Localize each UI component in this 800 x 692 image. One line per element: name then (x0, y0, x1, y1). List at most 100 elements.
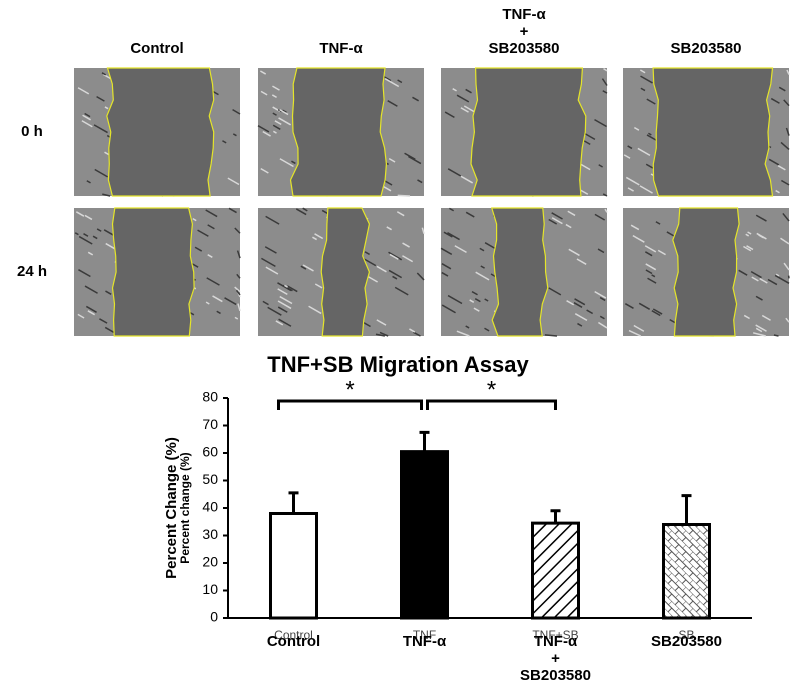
cell-streak (77, 87, 90, 95)
cell-streak (628, 329, 642, 337)
cell-streak (260, 167, 269, 174)
cell-streak (463, 105, 475, 113)
y-axis-label-small: Percent change (%) (178, 452, 192, 563)
cell-streak (388, 251, 403, 261)
cell-streak (755, 324, 767, 332)
cell-streak (394, 286, 409, 296)
cell-streak (583, 140, 591, 146)
cell-streak (308, 305, 322, 315)
cell-streak (312, 236, 318, 241)
cell-streak (566, 300, 575, 306)
cell-streak (84, 214, 93, 221)
cell-streak (484, 298, 489, 302)
cell-streak (443, 231, 453, 238)
cell-streak (389, 253, 399, 260)
cell-streak (456, 94, 470, 103)
cell-streak (87, 310, 96, 316)
wound-area (289, 67, 388, 197)
cell-streak (278, 318, 292, 327)
cell-streak (594, 119, 607, 128)
cell-streak (637, 147, 651, 157)
cell-streak (192, 217, 197, 222)
cell-streak (599, 315, 605, 320)
cell-streak (99, 318, 108, 324)
cell-streak (237, 303, 241, 312)
cell-streak (96, 228, 102, 232)
cell-streak (775, 273, 780, 277)
cell-streak (602, 193, 608, 197)
cell-streak (408, 155, 422, 165)
cell-streak (105, 290, 112, 295)
cell-streak (441, 271, 449, 277)
cell-streak (576, 258, 587, 265)
cell-streak (633, 126, 640, 131)
cell-streak (484, 327, 490, 332)
cell-streak (227, 177, 240, 186)
cell-streak (599, 296, 606, 302)
cell-streak (645, 263, 657, 271)
cell-streak (648, 132, 652, 136)
cell-streak (761, 314, 771, 321)
cell-streak (773, 334, 779, 337)
cell-streak (275, 320, 284, 326)
cell-streak (586, 309, 594, 315)
cell-streak (768, 158, 780, 166)
cell-streak (480, 265, 485, 269)
cell-streak (747, 231, 752, 235)
cell-streak (207, 224, 215, 230)
cell-streak (282, 109, 287, 114)
cell-streak (274, 120, 282, 126)
cell-streak (452, 88, 457, 92)
cell-streak (456, 330, 470, 337)
wound-area (672, 207, 740, 337)
cell-streak (295, 208, 307, 216)
cell-streak (382, 185, 392, 192)
cell-streak (404, 152, 416, 160)
cell-streak (745, 233, 750, 237)
bar (531, 521, 580, 620)
cell-streak (279, 295, 293, 305)
cell-streak (786, 69, 790, 75)
cell-streak (264, 246, 277, 254)
cell-streak (77, 313, 85, 319)
cell-streak (633, 324, 645, 332)
cell-streak (574, 298, 586, 306)
cell-streak (412, 331, 421, 337)
cell-streak (465, 88, 472, 94)
cell-streak (101, 72, 107, 76)
cell-streak (235, 289, 241, 296)
cell-streak (392, 275, 398, 280)
cell-streak (780, 237, 790, 245)
cell-streak (778, 86, 786, 92)
cell-streak (759, 277, 768, 284)
cell-streak (577, 322, 583, 327)
cell-streak (644, 251, 653, 257)
cell-streak (755, 295, 763, 301)
cell-streak (262, 130, 271, 137)
cell-streak (645, 269, 653, 275)
y-tick-label: 30 (202, 526, 218, 542)
cell-streak (197, 229, 209, 237)
cell-streak (262, 300, 269, 306)
cell-streak (624, 303, 634, 309)
cell-streak (632, 234, 645, 243)
y-tick-label: 70 (202, 416, 218, 432)
cell-streak (623, 154, 631, 159)
cell-streak (234, 286, 241, 293)
cell-streak (781, 179, 790, 186)
cell-streak (743, 314, 750, 320)
cell-streak (388, 157, 396, 163)
cell-streak (465, 325, 470, 329)
y-tick-label: 20 (202, 554, 218, 570)
cell-streak (568, 248, 580, 257)
cell-streak (465, 211, 475, 218)
wound-area (106, 67, 215, 197)
cell-streak (207, 254, 213, 258)
column-label: TNF-α + SB203580 (488, 6, 560, 57)
cell-streak (785, 317, 790, 323)
cell-streak (206, 277, 220, 286)
cell-streak (314, 233, 324, 240)
column-label: TNF-α (319, 40, 363, 57)
cell-streak (750, 270, 762, 279)
x-tick-label: SB203580 (651, 633, 722, 650)
